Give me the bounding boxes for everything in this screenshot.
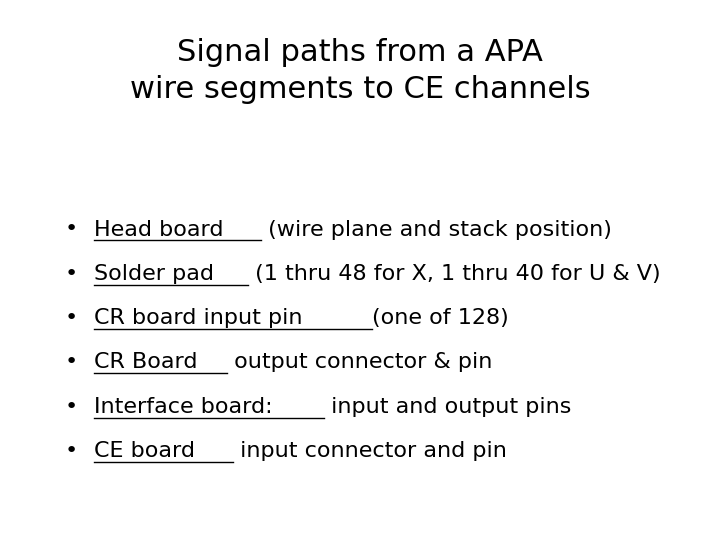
Text: Interface board:: Interface board: — [94, 396, 272, 417]
Text: (one of 128): (one of 128) — [372, 308, 508, 328]
Text: Solder pad: Solder pad — [94, 264, 214, 284]
Text: •: • — [65, 308, 78, 328]
Text: input connector and pin: input connector and pin — [233, 441, 507, 461]
Text: Head board: Head board — [94, 219, 223, 240]
Text: •: • — [65, 264, 78, 284]
Text: (wire plane and stack position): (wire plane and stack position) — [261, 219, 611, 240]
Text: •: • — [65, 441, 78, 461]
Text: CR Board: CR Board — [94, 352, 197, 373]
Text: •: • — [65, 396, 78, 417]
Text: CR board input pin: CR board input pin — [94, 308, 309, 328]
Text: CE board: CE board — [94, 441, 202, 461]
Text: •: • — [65, 219, 78, 240]
Text: Signal paths from a APA
wire segments to CE channels: Signal paths from a APA wire segments to… — [130, 38, 590, 104]
Text: output connector & pin: output connector & pin — [227, 352, 492, 373]
Text: •: • — [65, 352, 78, 373]
Text: (1 thru 48 for X, 1 thru 40 for U & V): (1 thru 48 for X, 1 thru 40 for U & V) — [248, 264, 661, 284]
Text: input and output pins: input and output pins — [324, 396, 572, 417]
